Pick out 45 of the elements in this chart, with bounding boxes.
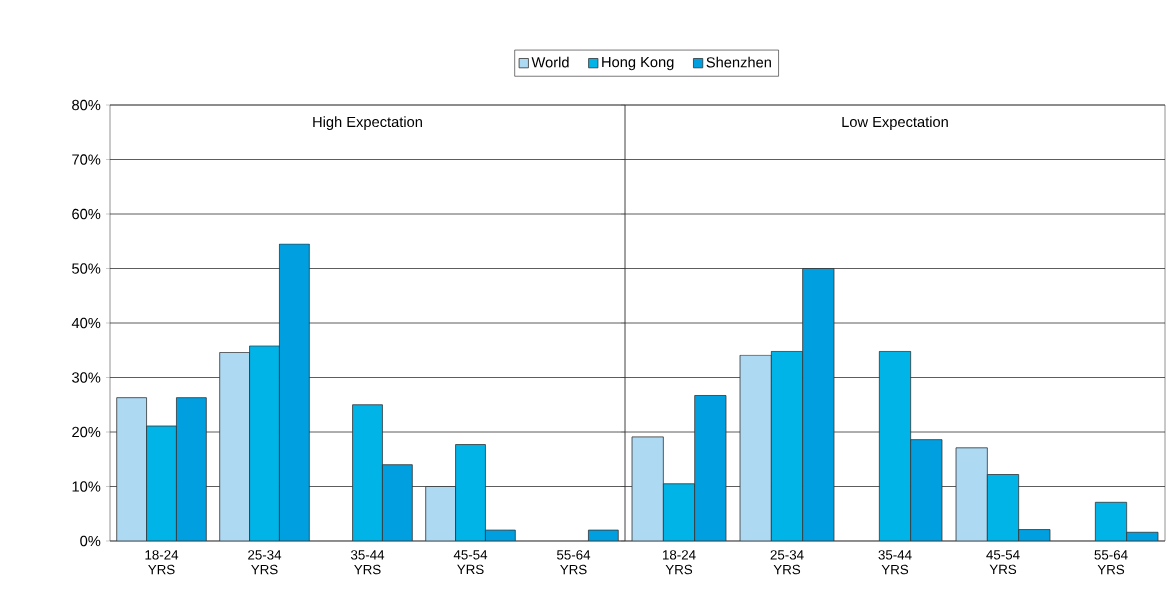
bar [146,425,177,541]
y-tick-label: 10% [72,481,101,492]
bar [986,474,1020,541]
bar [219,352,250,541]
bar [631,436,664,541]
bar [770,350,804,541]
bar [455,444,486,541]
x-tick-label: 55-64 YRS [556,550,591,575]
y-tick-label: 0% [80,535,101,547]
x-tick-label: 18-24 YRS [662,550,696,575]
y-tick-label: 30% [72,372,101,383]
y-tick-label: 40% [71,317,101,329]
bar [878,350,912,541]
text: High Expectation [313,116,422,130]
text: Low Expectation [842,116,948,130]
bar [382,464,413,541]
x-tick-label: 18-24 YRS [145,550,179,575]
x-tick-label: 45-54 YRS [986,550,1020,575]
bar [739,354,772,541]
bar [694,395,727,541]
legend-label: Shenzhen [706,56,771,68]
x-tick-label: 55-64 YRS [1094,550,1128,575]
bar [1094,501,1128,541]
x-tick-label: 35-44 YRS [350,550,385,575]
y-tick-label: 60% [72,208,101,220]
bar [116,397,147,541]
legend-label: World [531,56,569,68]
y-tick-label: 80% [72,99,101,111]
x-tick-label: 25-34 YRS [770,550,804,575]
bar [662,483,696,541]
bar [176,397,207,541]
x-tick-label: 45-54 YRS [453,550,488,575]
bar [249,345,280,541]
y-tick-label: 20% [72,426,101,438]
y-tick-label: 50% [72,263,101,274]
legend-label: Hong Kong [602,57,674,71]
y-tick-label: 70% [72,154,101,165]
bar [279,243,310,541]
x-tick-label: 35-44 YRS [878,550,912,575]
bar [802,268,835,541]
bar [425,486,456,541]
bar [352,404,383,541]
bar [910,439,943,541]
bar [955,447,988,541]
x-tick-label: 25-34 YRS [248,550,282,575]
